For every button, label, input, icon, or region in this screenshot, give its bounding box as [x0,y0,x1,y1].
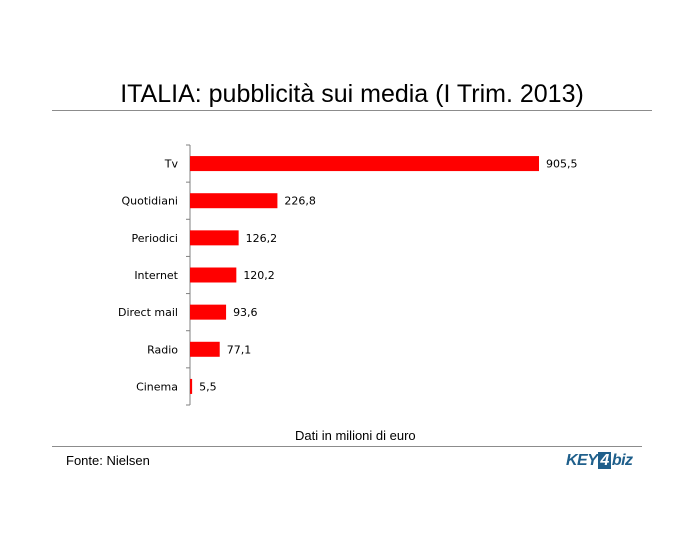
bar-2 [190,230,239,246]
category-label: Periodici [132,232,178,245]
source-label: Fonte: Nielsen [66,453,150,468]
bar-1 [190,193,278,209]
value-label: 126,2 [246,232,278,245]
bar-4 [190,304,227,320]
value-label: 5,5 [199,380,217,393]
title-divider [52,110,652,111]
value-label: 226,8 [284,195,316,208]
category-label: Cinema [136,380,178,393]
category-label: Quotidiani [121,195,178,208]
category-label: Direct mail [118,306,178,319]
category-label: Tv [164,158,179,171]
key4biz-logo: KEY 4 biz [566,452,633,469]
category-label: Radio [147,343,178,356]
bar-5 [190,341,220,357]
bar-6 [190,378,193,394]
value-label: 93,6 [233,306,258,319]
chart-title: ITALIA: pubblicità sui media (I Trim. 20… [120,80,584,108]
value-label: 120,2 [243,269,274,282]
units-note: Dati in milioni di euro [295,428,416,443]
value-label: 77,1 [227,343,252,356]
value-label: 905,5 [546,158,578,171]
bar-3 [190,267,237,283]
category-label: Internet [134,269,178,282]
bar-0 [190,156,539,172]
footer-divider [52,446,642,447]
